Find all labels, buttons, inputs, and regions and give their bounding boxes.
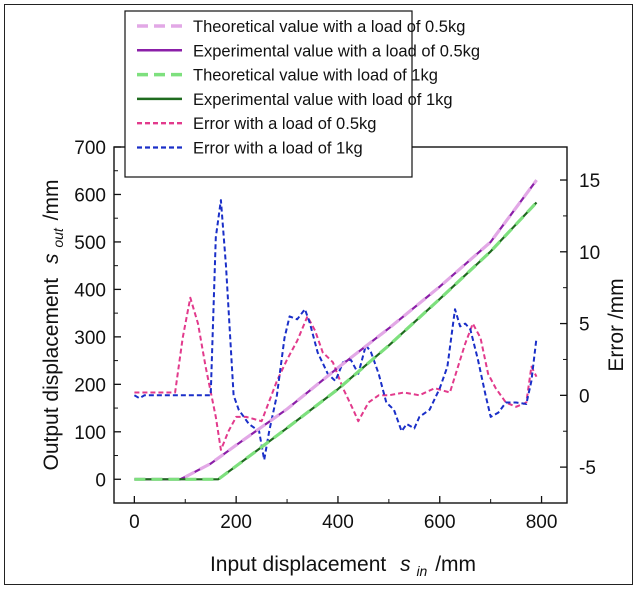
y-tick-label: 600	[74, 185, 106, 206]
legend-label-3: Theoretical value with load of 1kg	[193, 67, 438, 85]
legend-label-2: Experimental value with a load of 0.5kg	[193, 42, 480, 60]
y-tick-label: 100	[74, 423, 106, 444]
legend-box	[124, 10, 413, 178]
series-line-2	[134, 179, 538, 481]
series-line-1	[134, 179, 538, 481]
x-tick-label: 600	[424, 512, 456, 533]
plot-area-frame	[113, 146, 568, 504]
y2-axis-label: Error /mm	[605, 278, 628, 371]
y-axis-label-unit: /mm	[40, 180, 63, 221]
y-tick-label: 700	[74, 138, 106, 159]
y-tick-label: 0	[95, 470, 106, 491]
y2-tick-label: 10	[579, 243, 600, 264]
legend-label-4: Experimental value with load of 1kg	[193, 91, 453, 109]
series-line-4	[134, 201, 538, 481]
series-line-5	[134, 296, 538, 451]
y-tick-label: 200	[74, 375, 106, 396]
legend: Theoretical value with a load of 0.5kg Ex…	[124, 10, 480, 178]
y-tick-label: 300	[74, 328, 106, 349]
x-axis-label-symbol: s	[400, 553, 411, 576]
y-axis-label-symbol: s	[40, 253, 63, 264]
legend-label-1: Theoretical value with a load of 0.5kg	[193, 18, 465, 36]
y-axis-label-main: Output displacement	[40, 278, 63, 471]
series-line-3	[134, 201, 538, 481]
legend-label-5: Error with a load of 0.5kg	[193, 115, 376, 133]
y2-tick-label: 0	[579, 386, 590, 407]
x-tick-label: 200	[220, 512, 252, 533]
series-line-6	[133, 199, 538, 461]
axis-ticks: 0 200 400 600 800 0 100 200 300 400 500 600 700 -5 0 5 1…	[74, 138, 600, 533]
y2-tick-label: 5	[579, 315, 590, 336]
y-tick-label: 500	[74, 233, 106, 254]
y2-tick-label: 15	[579, 171, 600, 192]
y2-tick-label: -5	[579, 458, 596, 479]
x-tick-label: 400	[322, 512, 354, 533]
x-tick-label: 0	[129, 512, 140, 533]
x-axis-label-main: Input displacement	[210, 553, 386, 576]
x-axis-label-unit: /mm	[435, 553, 476, 576]
y-tick-label: 400	[74, 280, 106, 301]
series-layer	[133, 179, 538, 481]
legend-label-6: Error with a load of 1kg	[193, 140, 363, 158]
x-axis-label: Input displacement s in /mm	[210, 553, 476, 581]
x-tick-label: 800	[526, 512, 558, 533]
y-axis-label: Output displacement s out /mm	[40, 180, 68, 471]
figure-frame	[4, 4, 633, 585]
y-axis-label-subscript: out	[50, 227, 66, 248]
x-axis-label-subscript: in	[416, 563, 427, 579]
